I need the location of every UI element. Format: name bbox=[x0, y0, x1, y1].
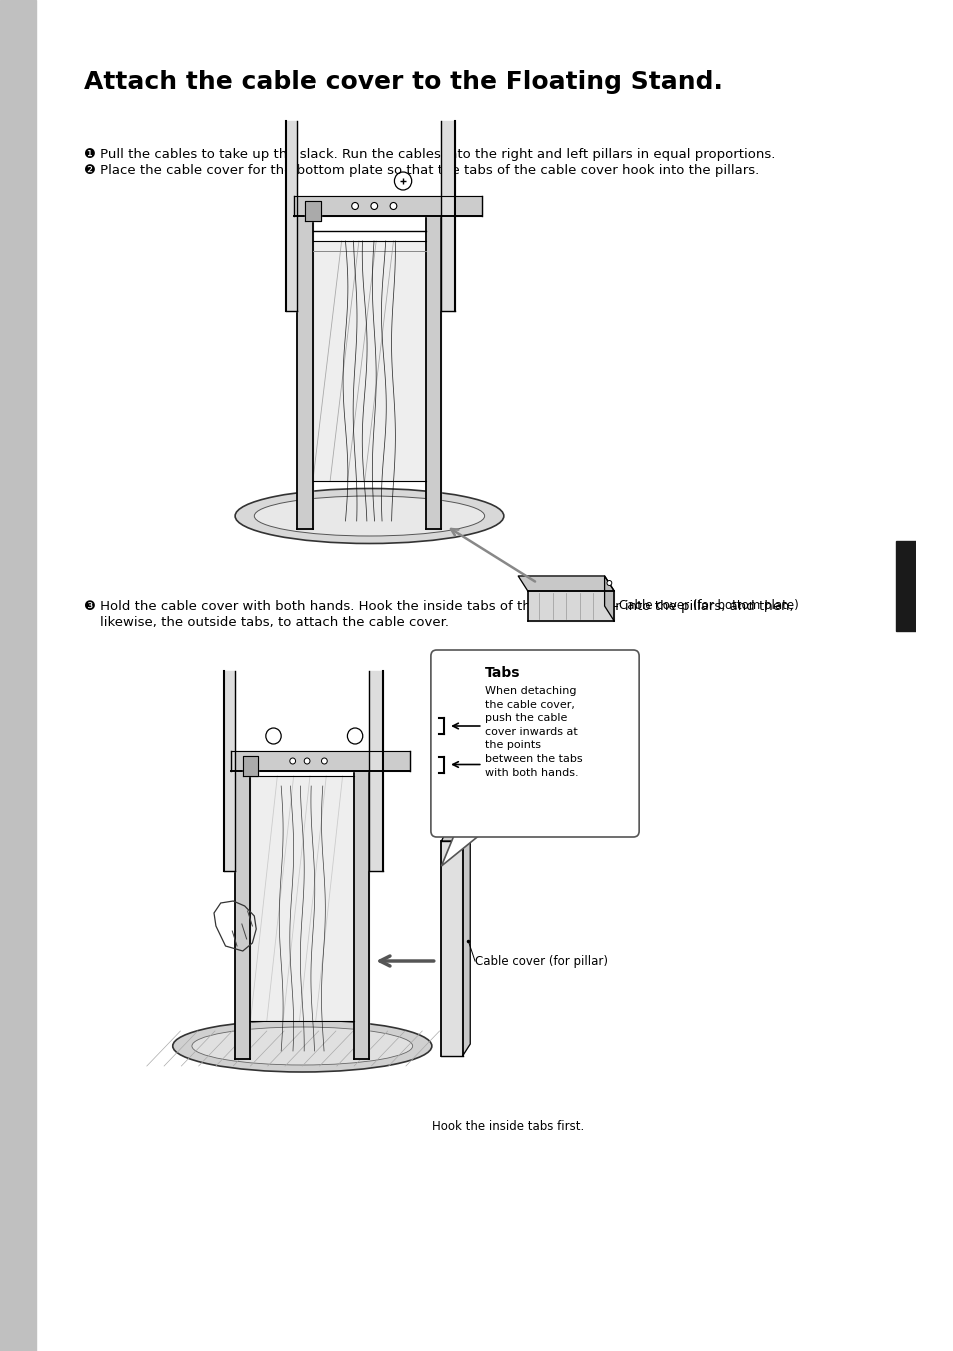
Ellipse shape bbox=[234, 489, 503, 543]
Polygon shape bbox=[426, 211, 441, 530]
Circle shape bbox=[371, 203, 377, 209]
Polygon shape bbox=[223, 671, 234, 871]
Text: When detaching
the cable cover,
push the cable
cover inwards at
the points
betwe: When detaching the cable cover, push the… bbox=[484, 686, 581, 778]
Text: Attach the cable cover to the Floating Stand.: Attach the cable cover to the Floating S… bbox=[85, 70, 722, 95]
Polygon shape bbox=[441, 831, 484, 866]
Polygon shape bbox=[251, 775, 354, 1021]
Polygon shape bbox=[354, 761, 369, 1059]
Polygon shape bbox=[305, 201, 320, 222]
Polygon shape bbox=[243, 757, 258, 775]
Text: Cable cover (for bottom plate): Cable cover (for bottom plate) bbox=[618, 600, 798, 612]
Text: ❷ Place the cable cover for the bottom plate so that the tabs of the cable cover: ❷ Place the cable cover for the bottom p… bbox=[85, 163, 759, 177]
Polygon shape bbox=[297, 211, 313, 530]
Circle shape bbox=[321, 758, 327, 765]
Circle shape bbox=[290, 758, 295, 765]
FancyBboxPatch shape bbox=[431, 650, 639, 838]
Text: likewise, the outside tabs, to attach the cable cover.: likewise, the outside tabs, to attach th… bbox=[100, 616, 448, 630]
Polygon shape bbox=[286, 122, 297, 311]
Circle shape bbox=[304, 758, 310, 765]
Text: ❸ Hold the cable cover with both hands. Hook the inside tabs of the cable cover : ❸ Hold the cable cover with both hands. … bbox=[85, 600, 793, 613]
Ellipse shape bbox=[172, 1020, 432, 1071]
Circle shape bbox=[390, 203, 396, 209]
Polygon shape bbox=[313, 240, 426, 481]
Polygon shape bbox=[231, 751, 410, 771]
Polygon shape bbox=[294, 196, 481, 216]
Ellipse shape bbox=[254, 496, 484, 536]
Bar bbox=[0, 0, 36, 1351]
Text: Cable cover (for pillar): Cable cover (for pillar) bbox=[475, 955, 607, 967]
Polygon shape bbox=[462, 825, 470, 1056]
Polygon shape bbox=[441, 842, 462, 1056]
Polygon shape bbox=[441, 825, 470, 842]
Polygon shape bbox=[234, 761, 251, 1059]
Polygon shape bbox=[369, 671, 382, 871]
Ellipse shape bbox=[192, 1027, 413, 1065]
Text: ❶ Pull the cables to take up the slack. Run the cables into the right and left p: ❶ Pull the cables to take up the slack. … bbox=[85, 149, 775, 161]
Circle shape bbox=[352, 203, 358, 209]
Text: Hook the inside tabs first.: Hook the inside tabs first. bbox=[432, 1120, 583, 1132]
Circle shape bbox=[606, 581, 611, 585]
Polygon shape bbox=[441, 122, 455, 311]
Text: Tabs: Tabs bbox=[484, 666, 519, 680]
Bar bbox=[896, 540, 915, 631]
Polygon shape bbox=[604, 576, 614, 621]
Polygon shape bbox=[527, 590, 614, 621]
Polygon shape bbox=[517, 576, 614, 590]
